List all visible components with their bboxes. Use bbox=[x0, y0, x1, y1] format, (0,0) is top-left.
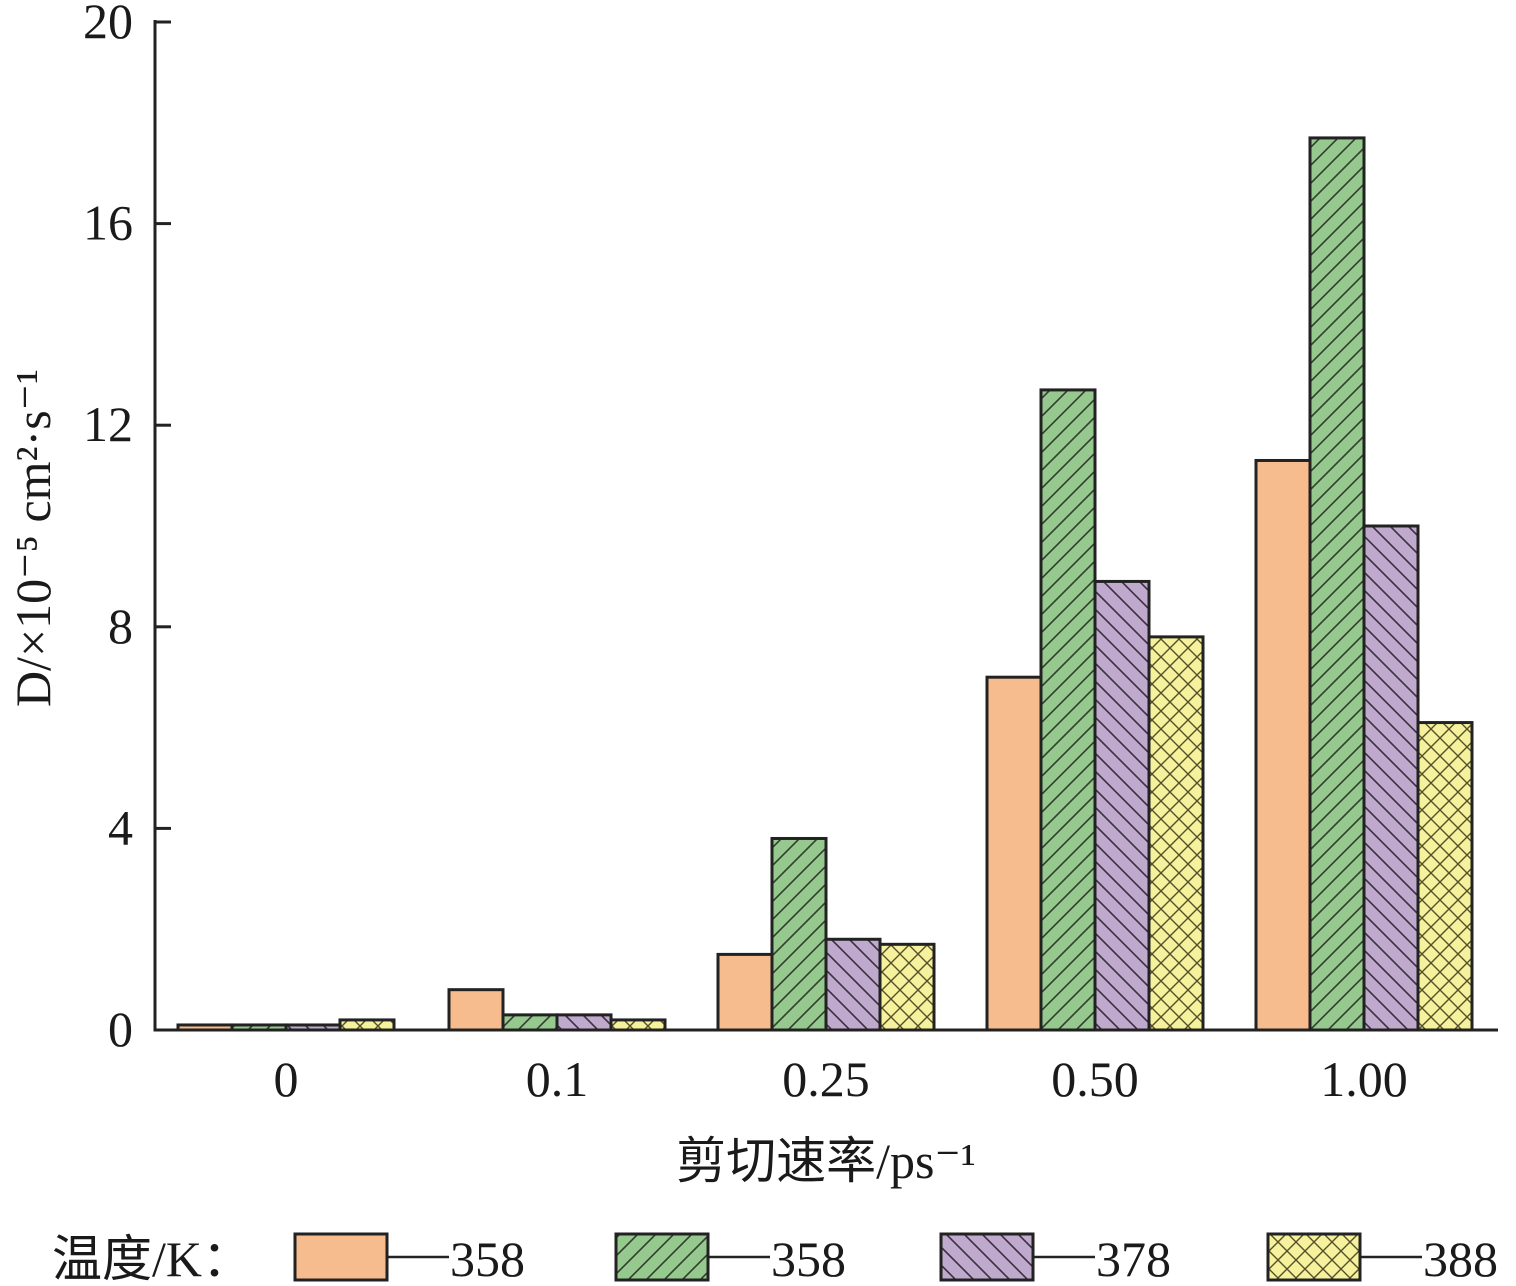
bar-series1-0.25 bbox=[716, 952, 774, 1032]
bar-series3-0.25 bbox=[824, 937, 882, 1032]
bar-series1-0.1 bbox=[447, 988, 505, 1032]
bar-series3-0.50 bbox=[1093, 579, 1151, 1032]
bar-series2-0.25 bbox=[770, 836, 828, 1032]
x-axis-title: 剪切速率/ps⁻¹ bbox=[676, 1133, 976, 1189]
bar-series1-0.50 bbox=[985, 675, 1043, 1032]
x-axis: 0 0.1 0.25 0.50 1.00 bbox=[153, 1028, 1498, 1107]
legend-label-1: 358 bbox=[450, 1231, 525, 1286]
legend-swatch-4 bbox=[1266, 1232, 1362, 1282]
legend-label-4: 388 bbox=[1423, 1231, 1498, 1286]
bar-series1-1.00 bbox=[1254, 458, 1312, 1032]
y-axis: 0 4 8 12 16 20 bbox=[83, 0, 171, 1057]
bars-group bbox=[176, 136, 1474, 1032]
legend-label-2: 358 bbox=[771, 1231, 846, 1286]
x-tick-label: 0.1 bbox=[526, 1051, 589, 1107]
y-tick-label: 16 bbox=[83, 195, 133, 251]
legend-swatch-3 bbox=[939, 1232, 1035, 1282]
y-tick-label: 12 bbox=[83, 396, 133, 452]
bar-series4-1.00 bbox=[1416, 721, 1474, 1032]
legend-label-3: 378 bbox=[1096, 1231, 1171, 1286]
bar-series4-0.50 bbox=[1147, 635, 1205, 1032]
y-tick-label: 20 bbox=[83, 0, 133, 49]
legend-swatch-2 bbox=[614, 1232, 710, 1282]
x-tick-label: 0.50 bbox=[1051, 1051, 1139, 1107]
y-axis-title: D/×10⁻⁵ cm²·s⁻¹ bbox=[5, 369, 61, 707]
x-tick-label: 1.00 bbox=[1320, 1051, 1408, 1107]
y-tick-label: 8 bbox=[108, 598, 133, 654]
bar-series4-0.25 bbox=[878, 942, 936, 1032]
bar-series2-1.00 bbox=[1308, 136, 1366, 1032]
legend-title: 温度/K： bbox=[52, 1231, 252, 1286]
x-tick-label: 0 bbox=[274, 1051, 299, 1107]
bar-series3-0.1 bbox=[555, 1013, 613, 1032]
y-tick-label: 4 bbox=[108, 799, 133, 855]
bar-series2-0.50 bbox=[1039, 388, 1097, 1032]
y-tick-label: 0 bbox=[108, 1001, 133, 1057]
bar-series3-1.00 bbox=[1362, 524, 1420, 1032]
bar-series4-0.1 bbox=[609, 1018, 667, 1032]
legend: 温度/K： 358 358 378 388 bbox=[52, 1231, 1498, 1286]
legend-swatch-1 bbox=[293, 1232, 389, 1282]
x-tick-label: 0.25 bbox=[782, 1051, 870, 1107]
bar-series4-0 bbox=[338, 1018, 396, 1032]
bar-series2-0.1 bbox=[501, 1013, 559, 1032]
